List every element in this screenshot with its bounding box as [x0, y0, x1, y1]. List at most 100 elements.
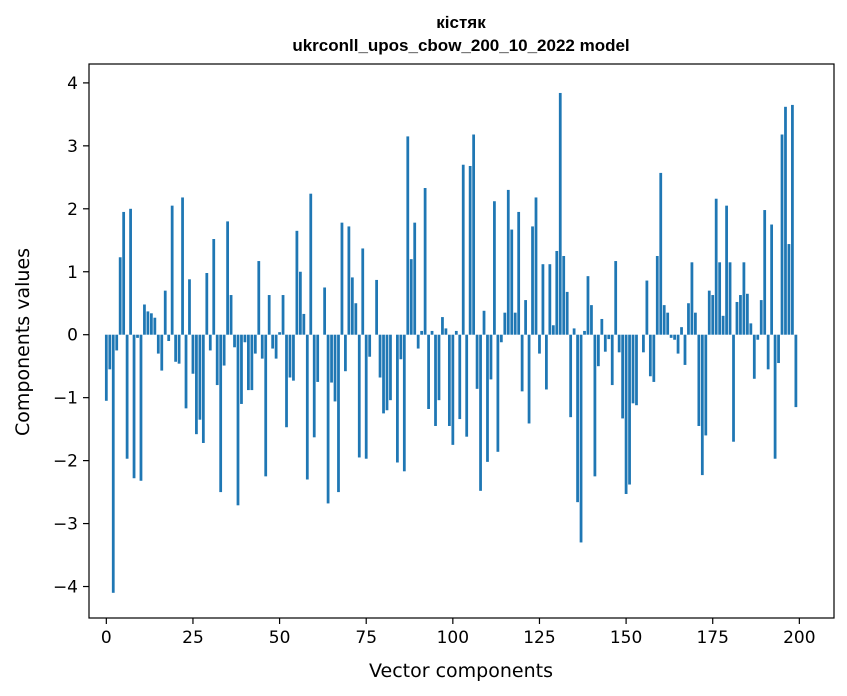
bar	[312, 334, 316, 438]
bar	[298, 271, 302, 335]
bar	[382, 334, 385, 414]
x-axis-ticks: 0 25 50 75 100 125 150 175 200	[101, 618, 816, 648]
bar	[233, 334, 236, 348]
bar	[143, 304, 146, 335]
bar	[569, 334, 573, 418]
bar	[548, 264, 552, 335]
bar	[219, 334, 223, 493]
bar	[700, 334, 704, 476]
bar	[247, 334, 250, 391]
bar	[441, 317, 444, 335]
bar	[326, 334, 330, 504]
bar	[285, 334, 288, 428]
bar	[714, 198, 718, 335]
bar	[475, 334, 479, 389]
bar	[260, 334, 264, 359]
bar	[728, 262, 732, 335]
bar	[163, 290, 167, 335]
bar	[454, 330, 458, 335]
bar	[600, 318, 604, 335]
bar	[531, 226, 534, 335]
bar	[576, 334, 579, 503]
bar	[229, 295, 233, 335]
bar	[513, 312, 517, 335]
bar	[468, 165, 472, 335]
bar	[735, 301, 739, 335]
bar	[316, 334, 320, 382]
bar	[136, 334, 139, 338]
bar	[195, 334, 198, 435]
bar	[780, 134, 784, 335]
bar	[170, 205, 174, 335]
bar	[517, 211, 521, 335]
plot-frame	[88, 63, 835, 619]
bar	[146, 311, 150, 335]
bar	[430, 330, 434, 335]
bar	[281, 295, 285, 335]
bar	[416, 334, 420, 349]
bar	[181, 197, 184, 335]
bar	[524, 300, 527, 335]
bar	[188, 279, 191, 335]
x-tick-label: 100	[437, 628, 469, 648]
bar	[749, 323, 753, 335]
bar	[690, 262, 694, 335]
bar	[108, 334, 112, 370]
x-tick-label: 150	[610, 628, 642, 648]
bars-group	[104, 92, 798, 593]
bar	[676, 334, 680, 354]
bar	[763, 210, 767, 335]
bar	[385, 334, 389, 411]
bar	[538, 334, 541, 354]
bar	[250, 334, 254, 391]
y-tick-label: 2	[67, 200, 78, 220]
bar	[510, 229, 514, 335]
bar	[125, 334, 129, 459]
bar	[610, 334, 614, 386]
bar	[205, 273, 209, 335]
bar	[662, 305, 666, 335]
bar	[461, 164, 465, 335]
bar	[132, 334, 136, 479]
bar	[333, 334, 337, 402]
bar	[520, 334, 524, 392]
bar	[354, 303, 358, 335]
bar	[222, 334, 226, 366]
bar	[257, 261, 261, 335]
bar	[635, 334, 638, 406]
bar	[787, 244, 791, 335]
bar	[153, 317, 157, 335]
bar	[745, 293, 749, 335]
bar	[770, 224, 774, 335]
bar	[603, 334, 607, 352]
bar	[309, 193, 313, 335]
bar	[305, 334, 309, 480]
bar	[427, 334, 430, 409]
bar	[614, 261, 618, 335]
bar	[423, 188, 427, 335]
bar	[149, 313, 153, 335]
y-tick-label: −3	[53, 515, 78, 535]
bar	[617, 334, 621, 353]
bar	[565, 291, 569, 335]
y-tick-label: −4	[53, 578, 78, 598]
bar	[330, 334, 333, 383]
bar	[104, 334, 108, 401]
bar	[499, 334, 503, 343]
bar	[479, 334, 482, 491]
bar	[791, 104, 794, 335]
bar	[596, 334, 600, 367]
bar	[586, 276, 590, 335]
bar	[624, 334, 628, 494]
bar	[215, 334, 219, 386]
bar	[759, 300, 763, 335]
bar	[482, 310, 486, 335]
x-tick-label: 200	[783, 628, 815, 648]
bar	[347, 226, 351, 335]
x-tick-label: 25	[182, 628, 204, 648]
bar	[156, 334, 160, 354]
chart-title: кістяк	[436, 13, 486, 32]
bar	[399, 334, 403, 360]
bar	[208, 334, 212, 351]
bar	[139, 334, 143, 481]
